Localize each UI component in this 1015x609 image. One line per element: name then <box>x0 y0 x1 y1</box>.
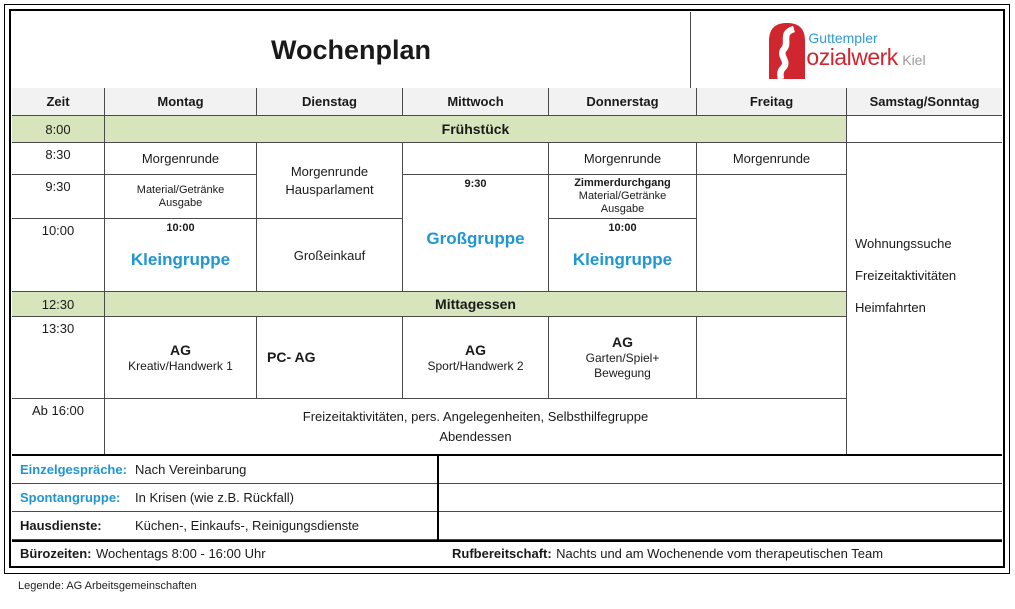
cell-thursday-ag-garten: AG Garten/Spiel+ Bewegung <box>549 317 697 399</box>
cell-wednesday-grossgruppe: 9:30 Großgruppe <box>403 175 549 292</box>
cell-tuesday-grosseinkauf: Großeinkauf <box>257 219 403 292</box>
cell-wednesday-0830-empty <box>403 143 549 175</box>
thursday-time-label: 10:00 <box>608 222 637 234</box>
column-header-dienstag: Dienstag <box>257 88 403 116</box>
thursday-ag-subtitle-line1: Garten/Spiel+ <box>585 351 660 365</box>
thursday-ag-subtitle-line2: Bewegung <box>594 366 651 380</box>
logo-text: Guttempler ozialwerk Kiel <box>806 31 925 69</box>
guttempler-arch-icon <box>769 23 806 79</box>
logo-brand-top: Guttempler <box>808 30 878 46</box>
monday-ag-subtitle: Kreativ/Handwerk 1 <box>128 358 233 373</box>
cell-friday-1330-empty <box>697 317 847 399</box>
footer-label-einzelgespraeche: Einzelgespräche: <box>20 462 127 477</box>
time-cell-1000: 10:00 <box>12 219 105 292</box>
on-call-info: Rufbereitschaft: Nachts und am Wochenend… <box>452 545 883 563</box>
wednesday-grossgruppe-label: Großgruppe <box>426 228 525 248</box>
page-title: Wochenplan <box>270 34 431 65</box>
cell-thursday-zimmerdurchgang: Zimmerdurchgang Material/Getränke Ausgab… <box>549 175 697 219</box>
evening-line2: Abendessen <box>439 428 512 444</box>
tuesday-pc-ag-label: PC- AG <box>267 349 316 365</box>
thursday-material-line: Material/Getränke <box>578 190 667 202</box>
wednesday-ag-subtitle: Sport/Handwerk 2 <box>427 358 524 373</box>
column-header-montag: Montag <box>105 88 257 116</box>
footer-row-spontangruppe: Spontangruppe: In Krisen (wie z.B. Rückf… <box>12 484 1002 512</box>
cell-tuesday-pc-ag: PC- AG <box>257 317 403 399</box>
cell-friday-0930-1000-empty <box>697 175 847 292</box>
column-header-donnerstag: Donnerstag <box>549 88 697 116</box>
tuesday-hausparlament-label: Hausparlament <box>285 181 374 197</box>
column-header-mittwoch: Mittwoch <box>403 88 549 116</box>
thursday-ausgabe-line: Ausgabe <box>600 203 645 215</box>
footer-label-hausdienste: Hausdienste: <box>20 518 102 533</box>
tuesday-morgenrunde-label: Morgenrunde <box>290 163 369 179</box>
cell-thursday-kleingruppe: 10:00 Kleingruppe <box>549 219 697 292</box>
footer-value-buerozeiten: Wochentags 8:00 - 16:00 Uhr <box>95 546 266 561</box>
footer-row-einzelgespraeche: Einzelgespräche: Nach Vereinbarung <box>12 456 1002 484</box>
evening-line1: Freizeitaktivitäten, pers. Angelegenheit… <box>302 408 649 424</box>
timetable-bottom-line <box>12 454 1002 456</box>
cell-monday-morgenrunde: Morgenrunde <box>105 143 257 175</box>
logo: Guttempler ozialwerk Kiel <box>690 12 1002 88</box>
cell-wednesday-ag-sport: AG Sport/Handwerk 2 <box>403 317 549 399</box>
meal-band-lunch: Mittagessen <box>105 292 847 317</box>
outer-border <box>4 4 1010 574</box>
cell-weekend-0800-empty <box>847 116 1002 143</box>
footer-row-hausdienste: Hausdienste: Küchen-, Einkaufs-, Reinigu… <box>12 512 1002 540</box>
time-cell-0930: 9:30 <box>12 175 105 219</box>
weekend-activity: Heimfahrten <box>855 300 926 315</box>
weekend-activity: Wohnungssuche <box>855 236 952 251</box>
cell-friday-morgenrunde: Morgenrunde <box>697 143 847 175</box>
footer-row-buerozeiten: Bürozeiten: Wochentags 8:00 - 16:00 Uhr … <box>12 542 1002 566</box>
office-row-top-line <box>12 540 1002 542</box>
time-cell-0830: 8:30 <box>12 143 105 175</box>
thursday-kleingruppe-label: Kleingruppe <box>572 250 673 270</box>
time-cell-1230: 12:30 <box>12 292 105 317</box>
cell-weekend-activities: Wohnungssuche Freizeitaktivitäten Heimfa… <box>847 143 1002 455</box>
thursday-zimmerdurchgang-label: Zimmerdurchgang <box>574 177 671 189</box>
cell-thursday-morgenrunde: Morgenrunde <box>549 143 697 175</box>
footer-label-spontangruppe: Spontangruppe: <box>20 490 121 505</box>
column-header-samstag-sonntag: Samstag/Sonntag <box>847 88 1002 116</box>
time-cell-0800: 8:00 <box>12 116 105 143</box>
inner-frame-border <box>9 9 1005 568</box>
monday-kleingruppe-label: Kleingruppe <box>130 250 231 270</box>
wednesday-time-label: 9:30 <box>464 178 487 190</box>
footer-value-spontangruppe: In Krisen (wie z.B. Rückfall) <box>135 490 294 505</box>
weekend-activity: Freizeitaktivitäten <box>855 268 957 283</box>
time-cell-1330: 13:30 <box>12 317 105 399</box>
cell-evening-activities: Freizeitaktivitäten, pers. Angelegenheit… <box>105 399 847 454</box>
footer-value-einzelgespraeche: Nach Vereinbarung <box>135 462 247 477</box>
office-hours: Bürozeiten: Wochentags 8:00 - 16:00 Uhr <box>20 545 266 563</box>
monday-ag-title: AG <box>170 341 191 358</box>
cell-tuesday-morgenrunde-hausparlament: Morgenrunde Hausparlament <box>257 143 403 219</box>
thursday-ag-title: AG <box>612 334 633 350</box>
cell-monday-kleingruppe: 10:00 Kleingruppe <box>105 219 257 292</box>
footer-label-rufbereitschaft: Rufbereitschaft: <box>452 546 552 561</box>
legend-note: Legende: AG Arbeitsgemeinschaften <box>18 580 197 592</box>
column-header-zeit: Zeit <box>12 88 105 116</box>
footer-value-hausdienste: Küchen-, Einkaufs-, Reinigungsdienste <box>135 518 360 533</box>
footer-divider-line <box>437 456 439 540</box>
cell-monday-ag-kreativ: AG Kreativ/Handwerk 1 <box>105 317 257 399</box>
footer-label-buerozeiten: Bürozeiten: <box>20 546 92 561</box>
column-header-freitag: Freitag <box>697 88 847 116</box>
wednesday-ag-title: AG <box>465 341 486 358</box>
cell-monday-material-ausgabe: Material/Getränke Ausgabe <box>105 175 257 219</box>
meal-band-breakfast: Frühstück <box>105 116 847 143</box>
footer-value-rufbereitschaft: Nachts und am Wochenende vom therapeutis… <box>556 546 884 561</box>
monday-time-label: 10:00 <box>166 222 195 234</box>
time-cell-1600: Ab 16:00 <box>12 399 105 454</box>
monday-ausgabe-line: Ausgabe <box>158 196 203 209</box>
logo-city: Kiel <box>902 52 926 68</box>
logo-brand-bottom: ozialwerk <box>806 44 898 70</box>
monday-material-line: Material/Getränke <box>136 183 225 196</box>
